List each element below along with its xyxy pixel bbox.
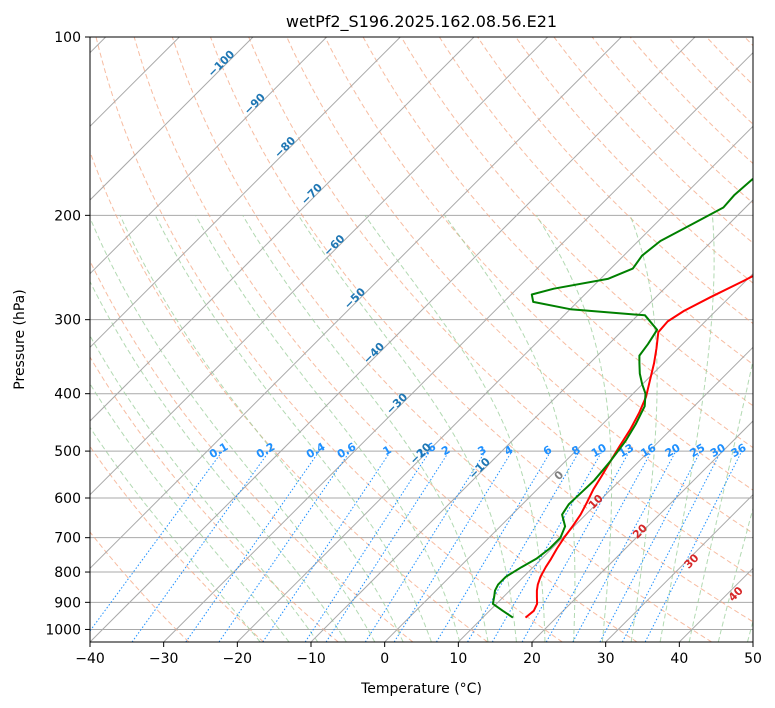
mixing-ratio-line — [325, 450, 450, 642]
isotherm-line — [236, 125, 753, 642]
y-tick-label: 900 — [54, 595, 81, 611]
x-tick-label: 30 — [597, 651, 615, 667]
dry-adiabat — [90, 445, 264, 642]
dry-adiabat — [515, 37, 753, 284]
dry-adiabat — [324, 37, 753, 491]
isotherm-line — [457, 346, 753, 642]
mixing-ratio-line — [521, 450, 630, 642]
x-tick-label: 10 — [449, 651, 467, 667]
dry-adiabat — [133, 37, 638, 642]
dry-adiabat — [90, 150, 488, 642]
plot-area: 0.1 0.2 0.4 0.6 1 1.6 2 3 4 6 8 10 13 16 20 25 30 36−100−… — [90, 37, 753, 642]
dry-adiabat — [210, 37, 753, 623]
moist-adiabat — [688, 358, 753, 642]
mixing-ratio-line — [644, 450, 743, 642]
y-axis-label: Pressure (hPa) — [12, 289, 28, 389]
y-tick-label: 500 — [54, 444, 81, 460]
dry-adiabat — [90, 356, 339, 642]
x-tick-label: 0 — [380, 651, 389, 667]
moist-adiabat — [535, 215, 613, 642]
moist-adiabat — [90, 280, 347, 642]
mixing-ratio-line — [304, 450, 431, 642]
mixing-ratio-lines — [90, 450, 743, 642]
x-tick-label: 20 — [523, 651, 541, 667]
y-tick-label: 600 — [54, 491, 81, 507]
moist-adiabat — [90, 382, 290, 642]
mixing-ratio-line — [393, 450, 513, 642]
y-tick-label: 200 — [54, 208, 81, 224]
mixing-ratio-line — [185, 450, 320, 642]
dry-adiabat — [95, 37, 563, 642]
isotherm-line — [90, 37, 549, 496]
moist-adiabat — [154, 215, 432, 642]
moist-adiabat — [195, 215, 461, 642]
isotherm-line — [90, 37, 401, 349]
x-axis: −40 −30 −20 −10 0 10 20 30 40 50 — [75, 642, 762, 667]
isotherm-line — [90, 37, 622, 570]
moist-adiabat — [90, 334, 319, 642]
dry-adiabat — [438, 37, 753, 366]
mixing-ratio-line — [545, 450, 653, 642]
dry-adiabats — [90, 37, 753, 642]
isotherm-line — [605, 493, 753, 642]
isotherm-line — [90, 37, 328, 275]
y-tick-label: 100 — [54, 30, 81, 46]
moist-adiabat — [90, 426, 261, 642]
mixing-ratio-line — [218, 450, 351, 642]
x-tick-label: −20 — [223, 651, 253, 667]
mixing-ratio-line — [621, 450, 722, 642]
mixing-ratio-line — [364, 450, 486, 642]
y-axis: 100 200 300 400 500 600 700 800 900 1000 — [45, 30, 90, 638]
dry-adiabat — [248, 37, 753, 578]
plot-frame — [89, 36, 754, 643]
chart-title: wetPf2_S196.2025.162.08.56.E21 — [286, 12, 557, 32]
isotherm-line — [90, 37, 475, 422]
mixing-ratio-line — [572, 450, 677, 642]
x-tick-label: 40 — [670, 651, 688, 667]
isotherm-line — [310, 199, 753, 642]
y-tick-label: 800 — [54, 565, 81, 581]
isotherm-line — [163, 51, 753, 642]
y-tick-label: 1000 — [45, 622, 81, 638]
isotherm-grid — [90, 37, 753, 642]
moist-adiabat — [364, 215, 546, 642]
y-tick-label: 400 — [54, 387, 81, 403]
isotherm-line — [90, 37, 254, 201]
mixing-ratio-line — [599, 450, 701, 642]
x-tick-label: −30 — [149, 651, 179, 667]
isotherm-line — [531, 420, 753, 642]
moist-adiabat — [119, 215, 404, 642]
temperature-line — [524, 274, 753, 619]
x-tick-label: 50 — [744, 651, 762, 667]
moist-adiabat — [297, 215, 517, 642]
sounding-series — [491, 177, 753, 619]
y-tick-label: 700 — [54, 531, 81, 547]
y-tick-label: 300 — [54, 313, 81, 329]
mixing-ratio-line — [90, 450, 223, 632]
dewpoint-line — [491, 177, 753, 619]
isotherm-line — [90, 37, 696, 642]
x-tick-label: −40 — [75, 651, 105, 667]
isotherm-line — [384, 272, 753, 642]
x-tick-label: −10 — [296, 651, 326, 667]
isobar-grid — [90, 37, 753, 630]
mixing-ratio-line — [131, 450, 270, 642]
x-axis-label: Temperature (°C) — [360, 681, 482, 697]
moist-adiabat — [90, 216, 376, 642]
dry-adiabat — [171, 37, 712, 642]
dry-adiabat — [90, 531, 190, 642]
